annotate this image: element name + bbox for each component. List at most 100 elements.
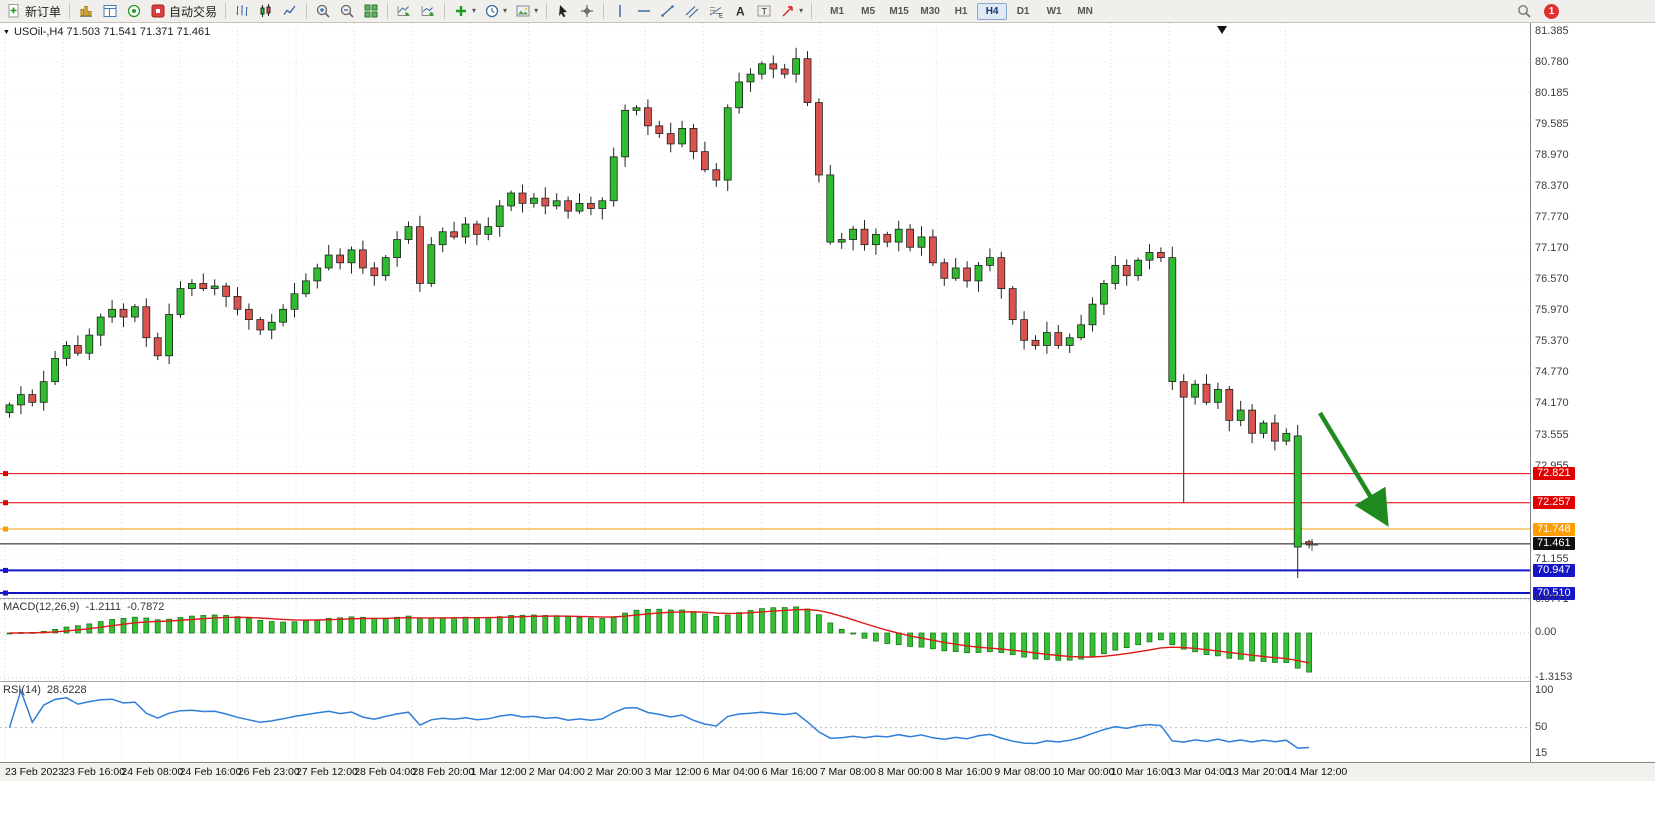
candle-body bbox=[746, 73, 755, 83]
label-button[interactable]: T bbox=[752, 0, 776, 22]
cursor-button[interactable] bbox=[551, 0, 575, 22]
data-window-button[interactable] bbox=[98, 0, 122, 22]
timeframe-w1[interactable]: W1 bbox=[1046, 5, 1062, 17]
price-axis[interactable]: 81.385 80.780 80.185 79.585 78.970 78.370 77.7… bbox=[1530, 23, 1655, 762]
candle-body bbox=[530, 197, 538, 204]
candle-body bbox=[1282, 432, 1291, 442]
line-chart-button[interactable] bbox=[278, 0, 302, 22]
hline-handle[interactable] bbox=[3, 500, 8, 506]
candle-body bbox=[735, 81, 743, 109]
timeframe-m15[interactable]: M15 bbox=[889, 5, 909, 17]
arrows-button[interactable]: ▾ bbox=[776, 0, 807, 22]
timeframe-mn[interactable]: MN bbox=[1077, 5, 1093, 17]
price-axis-label: 80.780 bbox=[1535, 55, 1569, 68]
time-label: 24 Feb 08:00 bbox=[121, 766, 184, 778]
hline-handle[interactable] bbox=[3, 471, 8, 477]
candle-body bbox=[222, 285, 231, 297]
candles-chart-button[interactable] bbox=[254, 0, 278, 22]
zoom-in-button[interactable] bbox=[311, 0, 335, 22]
new-order-button[interactable]: 新订单 bbox=[2, 0, 65, 22]
candle-body bbox=[256, 319, 265, 331]
candle-body bbox=[678, 128, 686, 145]
hline-handle[interactable] bbox=[3, 567, 8, 573]
timeframe-m30[interactable]: M30 bbox=[920, 5, 940, 17]
panel-separator[interactable] bbox=[0, 681, 1655, 682]
candle-body bbox=[1191, 383, 1199, 398]
candle-body bbox=[872, 233, 880, 246]
gridlines bbox=[0, 23, 1530, 598]
time-label: 26 Feb 23:00 bbox=[237, 766, 300, 778]
notification-badge[interactable]: 1 bbox=[1544, 3, 1559, 19]
templates-button[interactable]: ▾ bbox=[511, 0, 542, 22]
candle-body bbox=[472, 223, 481, 235]
rsi-name: RSI(14) bbox=[3, 684, 41, 696]
time-axis[interactable]: 23 Feb 2023 23 Feb 16:00 24 Feb 08:00 24 Fe… bbox=[0, 762, 1655, 781]
candle-body bbox=[153, 337, 162, 357]
zoom-out-button[interactable] bbox=[335, 0, 359, 22]
macd-panel-canvas[interactable] bbox=[0, 599, 1530, 680]
price-axis-label: 75.370 bbox=[1535, 335, 1569, 348]
bars-chart-button[interactable] bbox=[230, 0, 254, 22]
candle-body bbox=[1031, 339, 1040, 346]
rsi-value: 28.6228 bbox=[46, 684, 87, 696]
candle-body bbox=[906, 228, 914, 248]
candle-body bbox=[723, 107, 732, 181]
rsi-panel-canvas[interactable] bbox=[0, 682, 1530, 762]
hline-handle[interactable] bbox=[3, 590, 8, 596]
down-arrow-object[interactable] bbox=[1318, 411, 1389, 527]
price-tag: 71.461 bbox=[1533, 537, 1575, 551]
candle-body bbox=[655, 125, 664, 134]
text-button[interactable]: A bbox=[728, 0, 752, 22]
candle-body bbox=[837, 239, 846, 243]
price-axis-label: 73.555 bbox=[1535, 429, 1569, 442]
candle-body bbox=[883, 233, 892, 243]
trendline-button[interactable] bbox=[656, 0, 680, 22]
candle-body bbox=[1065, 337, 1074, 346]
market-watch-button[interactable] bbox=[74, 0, 98, 22]
timeframe-h4[interactable]: H4 bbox=[977, 2, 1008, 20]
time-label: 2 Mar 20:00 bbox=[587, 766, 644, 778]
candle-body bbox=[39, 381, 48, 403]
crosshair-button[interactable] bbox=[575, 0, 599, 22]
hline-handle[interactable] bbox=[3, 526, 8, 532]
timeframe-h1[interactable]: H1 bbox=[954, 5, 968, 17]
candle-body bbox=[974, 264, 983, 282]
vline-button[interactable] bbox=[608, 0, 632, 22]
fibo-button[interactable]: E bbox=[704, 0, 728, 22]
price-axis-label: 75.970 bbox=[1535, 304, 1569, 317]
toolbar: 新订单 自动交易 ▾ ▾ ▾ E A T ▾ M1 M5 M15 M30 H1 H4 D1 W1 MN 1 bbox=[0, 0, 1655, 23]
channel-button[interactable] bbox=[680, 0, 704, 22]
tile-windows-button[interactable] bbox=[359, 0, 383, 22]
toolbar-separator bbox=[387, 3, 389, 19]
time-label: 13 Mar 20:00 bbox=[1227, 766, 1290, 778]
chart-caret-icon[interactable]: ▼ bbox=[3, 28, 10, 36]
time-label: 13 Mar 04:00 bbox=[1169, 766, 1231, 778]
crosshair-icon bbox=[579, 3, 595, 19]
autotrading-button[interactable]: 自动交易 bbox=[146, 0, 221, 22]
time-label: 10 Mar 16:00 bbox=[1110, 766, 1173, 778]
panel-separator[interactable] bbox=[0, 598, 1655, 599]
indicators-icon bbox=[453, 3, 469, 19]
chart-shift-button[interactable] bbox=[416, 0, 440, 22]
candle-body bbox=[632, 107, 641, 111]
timeframe-d1[interactable]: D1 bbox=[1016, 5, 1030, 17]
chart-title: ▼ USOil-,H4 71.503 71.541 71.371 71.461 bbox=[3, 26, 210, 38]
candle-body bbox=[621, 109, 629, 158]
price-axis-label: 78.370 bbox=[1535, 180, 1569, 193]
navigator-button[interactable] bbox=[122, 0, 146, 22]
hline-button[interactable] bbox=[632, 0, 656, 22]
time-label: 6 Mar 04:00 bbox=[703, 766, 760, 778]
candle-body bbox=[701, 151, 709, 171]
timeframe-m5[interactable]: M5 bbox=[861, 5, 876, 17]
candle-body bbox=[427, 244, 436, 284]
timeframe-m1[interactable]: M1 bbox=[830, 5, 845, 17]
periods-button[interactable]: ▾ bbox=[480, 0, 511, 22]
price-chart-canvas[interactable] bbox=[0, 23, 1530, 598]
search-button[interactable] bbox=[1512, 0, 1536, 22]
candle-body bbox=[712, 169, 721, 181]
candle-body bbox=[165, 314, 174, 357]
autoscroll-button[interactable] bbox=[392, 0, 416, 22]
time-label: 27 Feb 12:00 bbox=[296, 766, 358, 778]
candle-body bbox=[1088, 303, 1097, 326]
indicators-button[interactable]: ▾ bbox=[449, 0, 480, 22]
